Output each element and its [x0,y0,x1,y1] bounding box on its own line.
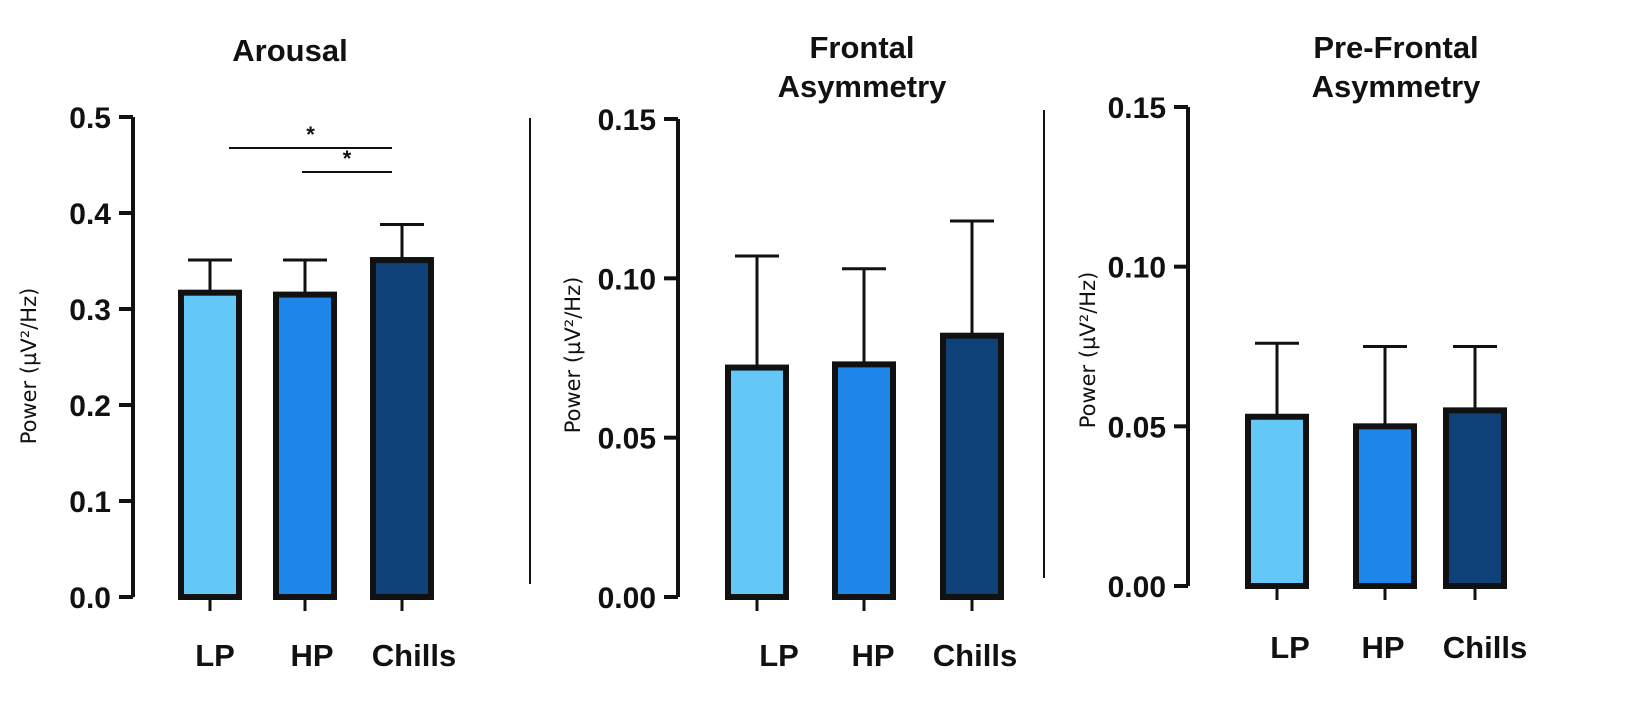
category-label-hp: HP [290,638,333,673]
y-tick-label: 0.00 [1108,571,1166,604]
chart-arousal: Arousal 0.0 0.1 0.2 0.3 0.4 0.5 Power (µV²/Hz) L… [17,33,456,673]
y-tick-label: 0.15 [1108,92,1166,125]
chart-title-line: Arousal [232,33,347,68]
y-tick-label: 0.10 [1108,252,1166,285]
y-tick-label: 0.2 [69,390,111,423]
y-axis-label: Power (µV²/Hz) [1076,272,1100,429]
chart-frontal-asymmetry: Frontal Asymmetry 0.00 0.05 0.10 0.15 Power (µ… [561,30,1017,673]
category-label-lp: LP [759,638,799,673]
bar-hp [273,291,337,600]
category-label-chills: Chills [372,638,456,673]
y-tick-label: 0.05 [598,423,656,456]
bar-lp [725,364,789,600]
bar-chills [1443,407,1507,589]
chart-title: Arousal [232,33,347,68]
category-label-chills: Chills [933,638,1017,673]
y-tick-label: 0.3 [69,294,111,327]
bar-hp [832,361,896,600]
chart-title-line: Asymmetry [1312,69,1482,104]
chart-title-line: Asymmetry [778,69,948,104]
bar-hp [1353,423,1417,590]
chart-pre-frontal-asymmetry: Pre-Frontal Asymmetry 0.00 0.05 0.10 0.15 Powe… [1076,30,1527,665]
category-label-hp: HP [1361,630,1404,665]
bar-chills [370,257,434,600]
y-tick-label: 0.4 [69,198,111,231]
significance-star: * [306,122,315,147]
y-tick-label: 0.05 [1108,411,1166,444]
chart-title-line: Frontal [809,30,914,65]
y-tick-label: 0.1 [69,486,111,519]
chart-title-line: Pre-Frontal [1313,30,1478,65]
bar-lp [1245,413,1309,589]
chart-title: Pre-Frontal Asymmetry [1312,30,1482,104]
y-tick-label: 0.15 [598,104,656,137]
chart-title: Frontal Asymmetry [778,30,948,104]
category-label-hp: HP [851,638,894,673]
bar-lp [178,289,242,600]
significance-star: * [343,146,352,171]
category-label-chills: Chills [1443,630,1527,665]
category-label-lp: LP [1270,630,1310,665]
category-label-lp: LP [195,638,235,673]
y-tick-label: 0.5 [69,102,111,135]
y-tick-label: 0.0 [69,582,111,615]
y-axis-label: Power (µV²/Hz) [17,288,41,445]
bar-chills [940,332,1004,600]
y-tick-label: 0.10 [598,263,656,296]
y-axis-label: Power (µV²/Hz) [561,277,585,434]
y-tick-label: 0.00 [598,582,656,615]
